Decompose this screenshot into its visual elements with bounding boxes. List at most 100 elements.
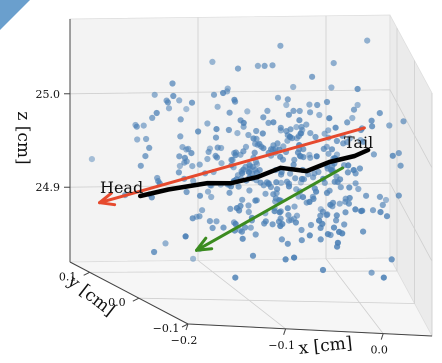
data-point [341,221,348,228]
data-point [276,209,283,216]
data-point [205,148,212,155]
data-point [377,209,384,216]
data-point [354,101,361,109]
data-point [269,221,276,228]
data-point [346,184,353,191]
data-point [204,155,211,163]
data-point [257,179,264,186]
data-point [285,217,293,224]
data-point [220,224,227,231]
data-point [239,196,246,203]
data-point [268,146,275,153]
data-point [300,146,307,153]
data-point [364,37,371,44]
data-point [262,190,269,197]
data-point [149,114,156,121]
data-point [246,187,253,194]
data-point [240,148,247,155]
data-point [140,122,147,129]
corner-decoration [0,0,30,30]
data-point [298,123,305,131]
data-point [239,235,246,242]
data-point [256,140,263,147]
data-point [323,189,331,196]
y-tick [83,271,90,276]
data-point [284,96,291,103]
y-tick-label: 0.1 [59,270,77,283]
data-point [316,217,323,224]
data-point [358,208,365,215]
data-point [189,215,196,222]
data-point [206,218,213,225]
direction-arrows [98,126,366,252]
data-point [196,192,204,199]
head-arrowhead [98,191,117,207]
data-point [336,228,343,235]
y-tick [132,297,140,302]
x-axis-label: x [cm] [298,333,354,359]
data-point [277,153,284,160]
y-tick [181,323,189,328]
data-point [250,135,257,142]
data-point [274,140,281,147]
z-tick-label: 24.9 [36,181,61,194]
data-point [277,42,284,49]
data-point [355,185,362,193]
data-point [153,109,160,117]
head-direction-arrow [98,126,366,205]
data-point [290,107,297,114]
data-point [337,184,344,191]
grid-line-z [69,89,433,168]
data-point [311,170,318,177]
data-point [307,154,314,161]
data-point [352,206,359,213]
data-point [269,62,276,69]
data-point [342,209,349,216]
data-point [294,149,302,156]
data-point [328,146,336,153]
data-point [298,175,306,183]
data-point [277,124,284,131]
x-tick-label: 0.0 [370,344,388,357]
data-point [232,220,239,228]
data-point [389,152,396,159]
data-point [291,254,298,261]
data-point [245,131,252,139]
data-point [313,188,320,195]
data-point [296,107,303,115]
data-point [360,138,367,145]
data-point [188,150,195,157]
data-point [143,135,150,143]
tick-marks [64,19,433,340]
data-point [306,101,313,108]
data-point [312,133,319,141]
data-point [226,109,233,116]
data-point [253,127,260,135]
data-point [213,218,220,225]
data-point [309,73,316,80]
data-point [277,222,284,230]
data-point [376,110,383,117]
data-point [291,156,298,163]
data-point [285,212,292,219]
data-point [328,84,335,91]
data-point [176,162,183,170]
data-point [226,189,233,196]
data-point [345,162,352,169]
data-point [298,226,305,234]
data-point [232,152,239,159]
data-point [356,165,363,172]
data-point [290,161,297,168]
data-point [185,145,192,152]
data-point [334,239,341,246]
data-point [282,256,289,263]
data-point [317,212,324,219]
data-point [326,115,333,122]
data-point [179,144,186,151]
trajectory [137,147,371,199]
data-point [345,200,352,207]
data-point [270,119,277,126]
data-point [233,205,240,212]
